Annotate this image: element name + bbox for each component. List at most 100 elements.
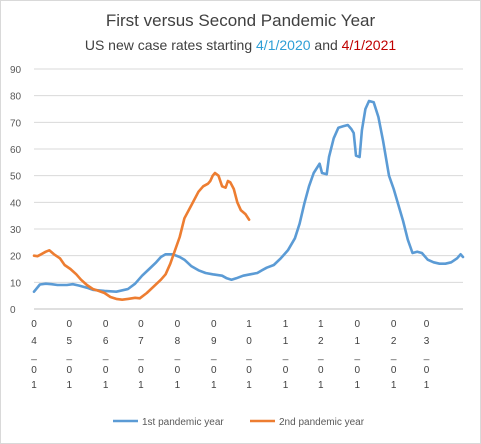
x-tick-char: 0	[283, 365, 289, 376]
x-tick-char: _	[137, 350, 144, 361]
x-tick-char: 1	[31, 380, 37, 391]
y-tick-label: 10	[10, 278, 22, 289]
x-tick-char: _	[317, 350, 324, 361]
legend-item-2: 2nd pandemic year	[250, 417, 365, 428]
x-tick-label: 0 7 _ 0 1	[137, 319, 144, 391]
x-tick-char: 0	[31, 365, 37, 376]
x-tick-char: 1	[211, 380, 217, 391]
series-lines	[32, 99, 465, 301]
x-tick-char: 0	[354, 319, 360, 330]
y-tick-label: 90	[10, 65, 22, 76]
x-tick-char: 0	[31, 319, 37, 330]
x-tick-char: 0	[424, 365, 430, 376]
x-tick-char: 5	[66, 336, 72, 347]
y-tick-label: 60	[10, 145, 22, 156]
x-tick-char: 1	[354, 336, 360, 347]
x-tick-label: 0 3 _ 0 1	[423, 319, 430, 391]
x-tick-char: 1	[354, 380, 360, 391]
x-tick-char: 0	[318, 365, 324, 376]
series-line-1	[32, 99, 465, 293]
chart-subtitle: US new case rates starting 4/1/2020 and …	[0, 37, 481, 53]
x-tick-char: 0	[103, 365, 109, 376]
subtitle-prefix: US new case rates starting	[84, 37, 257, 53]
y-tick-label: 30	[10, 225, 22, 236]
x-tick-label: 1 1 _ 0 1	[282, 319, 289, 391]
x-tick-char: 1	[391, 380, 397, 391]
x-tick-char: 0	[138, 365, 144, 376]
x-tick-char: 9	[211, 336, 217, 347]
y-tick-label: 40	[10, 198, 22, 209]
x-tick-char: 0	[103, 319, 109, 330]
x-tick-label: 0 9 _ 0 1	[210, 319, 217, 391]
x-tick-char: 0	[175, 365, 181, 376]
x-tick-char: 4	[31, 336, 37, 347]
x-tick-char: 1	[175, 380, 181, 391]
x-tick-char: _	[65, 350, 72, 361]
x-tick-char: 0	[424, 319, 430, 330]
y-tick-label: 20	[10, 252, 22, 263]
legend-label: 1st pandemic year	[142, 417, 224, 428]
x-tick-char: _	[174, 350, 181, 361]
y-tick-label: 0	[10, 305, 16, 316]
x-tick-char: 0	[391, 319, 397, 330]
x-tick-char: 0	[246, 365, 252, 376]
x-tick-char: 1	[66, 380, 72, 391]
x-tick-char: _	[30, 350, 37, 361]
x-tick-label: 0 6 _ 0 1	[102, 319, 109, 391]
x-tick-char: 0	[175, 319, 181, 330]
x-axis-ticks: 04_0105_0106_0107_0108_0109_0110_0111_01…	[30, 319, 430, 391]
x-tick-label: 0 8 _ 0 1	[174, 319, 181, 391]
y-axis-ticks: 0 10 20 30 40 50 60 70 80 90	[10, 65, 22, 316]
x-tick-char: 0	[246, 336, 252, 347]
x-tick-char: 0	[138, 319, 144, 330]
x-tick-char: 1	[424, 380, 430, 391]
x-tick-char: _	[245, 350, 252, 361]
subtitle-date-2: 4/1/2021	[341, 37, 397, 53]
x-tick-label: 0 4 _ 0 1	[30, 319, 37, 391]
x-tick-char: 7	[138, 336, 144, 347]
series-line-2	[32, 171, 251, 301]
x-tick-char: 1	[318, 319, 324, 330]
subtitle-middle: and	[310, 37, 342, 53]
x-tick-char: 1	[103, 380, 109, 391]
x-tick-char: 6	[103, 336, 109, 347]
x-tick-char: 1	[283, 319, 289, 330]
x-tick-char: 1	[283, 380, 289, 391]
x-tick-label: 1 2 _ 0 1	[317, 319, 324, 391]
x-tick-char: 1	[246, 319, 252, 330]
legend: 1st pandemic year 2nd pandemic year	[113, 417, 365, 428]
x-tick-char: 2	[391, 336, 397, 347]
x-tick-char: _	[390, 350, 397, 361]
subtitle-date-1: 4/1/2020	[256, 37, 311, 53]
x-tick-char: 0	[66, 319, 72, 330]
x-tick-label: 0 1 _ 0 1	[353, 319, 360, 391]
x-tick-label: 0 5 _ 0 1	[65, 319, 72, 391]
legend-item-1: 1st pandemic year	[113, 417, 224, 428]
x-tick-char: 1	[318, 380, 324, 391]
y-tick-label: 80	[10, 92, 22, 103]
x-tick-char: _	[353, 350, 360, 361]
chart-title: First versus Second Pandemic Year	[105, 11, 376, 30]
x-tick-char: _	[282, 350, 289, 361]
legend-label: 2nd pandemic year	[279, 417, 365, 428]
x-tick-char: 1	[283, 336, 289, 347]
x-tick-char: 3	[424, 336, 430, 347]
y-tick-label: 50	[10, 172, 22, 183]
x-tick-char: 0	[211, 365, 217, 376]
y-tick-label: 70	[10, 118, 22, 129]
x-tick-char: 1	[246, 380, 252, 391]
x-tick-label: 1 0 _ 0 1	[245, 319, 252, 391]
x-tick-char: 0	[354, 365, 360, 376]
x-tick-char: 0	[66, 365, 72, 376]
x-tick-char: 1	[138, 380, 144, 391]
x-tick-char: _	[423, 350, 430, 361]
gridlines	[34, 68, 463, 310]
x-tick-char: _	[102, 350, 109, 361]
x-tick-label: 0 2 _ 0 1	[390, 319, 397, 391]
x-tick-char: 0	[391, 365, 397, 376]
x-tick-char: _	[210, 350, 217, 361]
x-tick-char: 8	[175, 336, 181, 347]
x-tick-char: 0	[211, 319, 217, 330]
